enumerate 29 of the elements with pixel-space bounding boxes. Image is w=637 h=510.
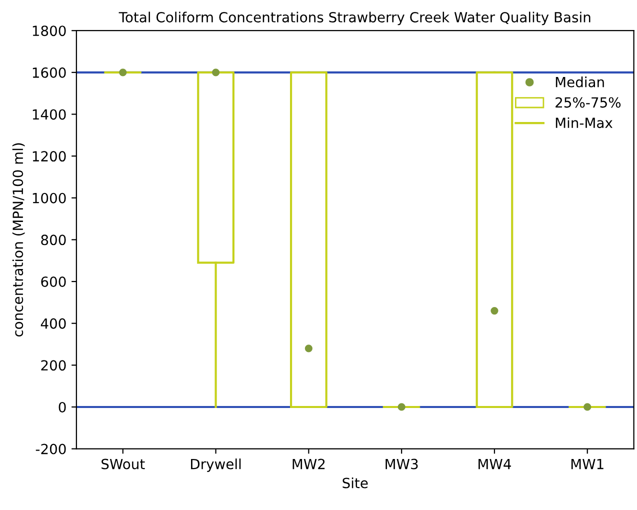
y-axis-title: concentration (MPN/100 ml) [12,143,25,337]
point [584,403,592,411]
point [212,68,220,76]
x-tick-label: MW4 [478,458,511,470]
legend-label: 25%-75% [556,97,621,108]
y-tick-label: 400 [40,318,66,329]
x-tick-label: SWout [102,458,145,470]
x-tick-label: MW3 [386,458,418,470]
x-tick-label: Drywell [191,458,241,472]
legend-label: Median [556,76,604,88]
y-tick-label: 1800 [32,26,66,36]
point [490,306,498,315]
x-tick-label: MW2 [292,458,325,470]
y-tick-label: 800 [41,234,66,246]
y-tick-label: 1200 [32,151,66,162]
y-tick-label: 1400 [32,109,66,120]
y-tick-label: -200 [36,444,66,454]
x-axis-title: Site [342,478,368,488]
y-tick-label: 600 [41,276,66,287]
point [398,403,406,411]
y-tick-label: 1600 [32,67,66,78]
y-tick-label: 1000 [32,192,66,204]
y-tick-label: 200 [41,360,66,371]
x-tick-label: MW1 [571,458,604,470]
chart-title: Total Coliform Concentrations Strawberry Creek Water Quality Basin [118,12,590,26]
y-tick-label: 0 [58,402,66,412]
point [119,68,127,76]
point [304,344,312,352]
annotation: Min-Max [556,117,612,128]
